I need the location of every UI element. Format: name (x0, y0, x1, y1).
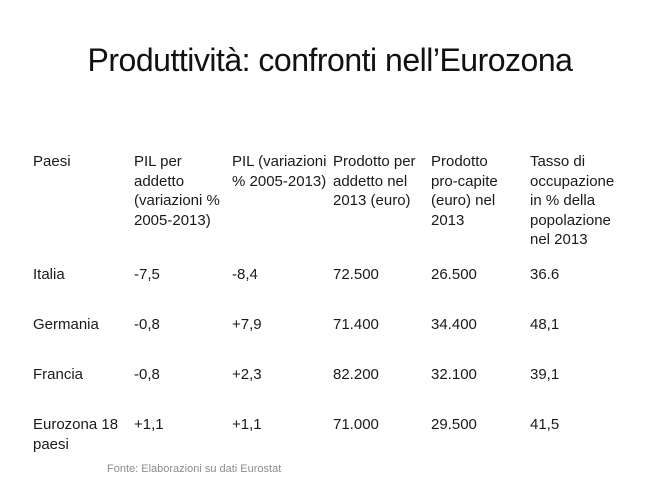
table-cell: 32.100 (431, 366, 477, 383)
table-cell: 26.500 (431, 266, 477, 283)
source-note: Fonte: Elaborazioni su dati Eurostat (107, 463, 282, 475)
column-header-tasso-occupazione: Tasso di occupazione in % della popolazi… (530, 153, 615, 248)
table-header-row: Paesi PIL per addetto (variazioni % 2005… (33, 152, 640, 265)
table-row-francia: Francia -0,8 +2,3 82.200 32.100 39,1 (33, 365, 640, 415)
column-header-prodotto-per-addetto: Prodotto per addetto nel 2013 (euro) (333, 153, 416, 209)
table-cell: 82.200 (333, 366, 379, 383)
column-header-paesi: Paesi (33, 153, 71, 170)
table-cell: 41,5 (530, 416, 560, 433)
country-label: Eurozona 18 paesi (33, 416, 119, 453)
table-cell: +1,1 (232, 416, 262, 433)
table-row-italia: Italia -7,5 -8,4 72.500 26.500 36.6 (33, 265, 640, 315)
table-cell: 29.500 (431, 416, 477, 433)
table-cell: -8,4 (232, 266, 258, 283)
table-cell: +7,9 (232, 316, 262, 333)
table-cell: -0,8 (134, 316, 160, 333)
table-cell: -0,8 (134, 366, 160, 383)
country-label: Italia (33, 266, 65, 283)
table-cell: 36.6 (530, 266, 560, 283)
column-header-prodotto-pro-capite: Prodotto pro-capite (euro) nel 2013 (431, 153, 498, 229)
table-cell: -7,5 (134, 266, 160, 283)
table-cell: 71.000 (333, 416, 379, 433)
productivity-table: Paesi PIL per addetto (variazioni % 2005… (33, 152, 640, 465)
table-cell: 72.500 (333, 266, 379, 283)
table-cell: +2,3 (232, 366, 262, 383)
table-cell: 34.400 (431, 316, 477, 333)
table-cell: +1,1 (134, 416, 164, 433)
table-cell: 48,1 (530, 316, 560, 333)
slide-title: Produttività: confronti nell’Eurozona (87, 42, 573, 78)
column-header-pil-per-addetto: PIL per addetto (variazioni % 2005-2013) (134, 153, 220, 229)
table-cell: 39,1 (530, 366, 560, 383)
country-label: Francia (33, 366, 84, 383)
table-row-germania: Germania -0,8 +7,9 71.400 34.400 48,1 (33, 315, 640, 365)
table-row-eurozona: Eurozona 18 paesi +1,1 +1,1 71.000 29.50… (33, 415, 640, 465)
column-header-pil: PIL (variazioni % 2005-2013) (232, 153, 327, 190)
table-cell: 71.400 (333, 316, 379, 333)
country-label: Germania (33, 316, 99, 333)
